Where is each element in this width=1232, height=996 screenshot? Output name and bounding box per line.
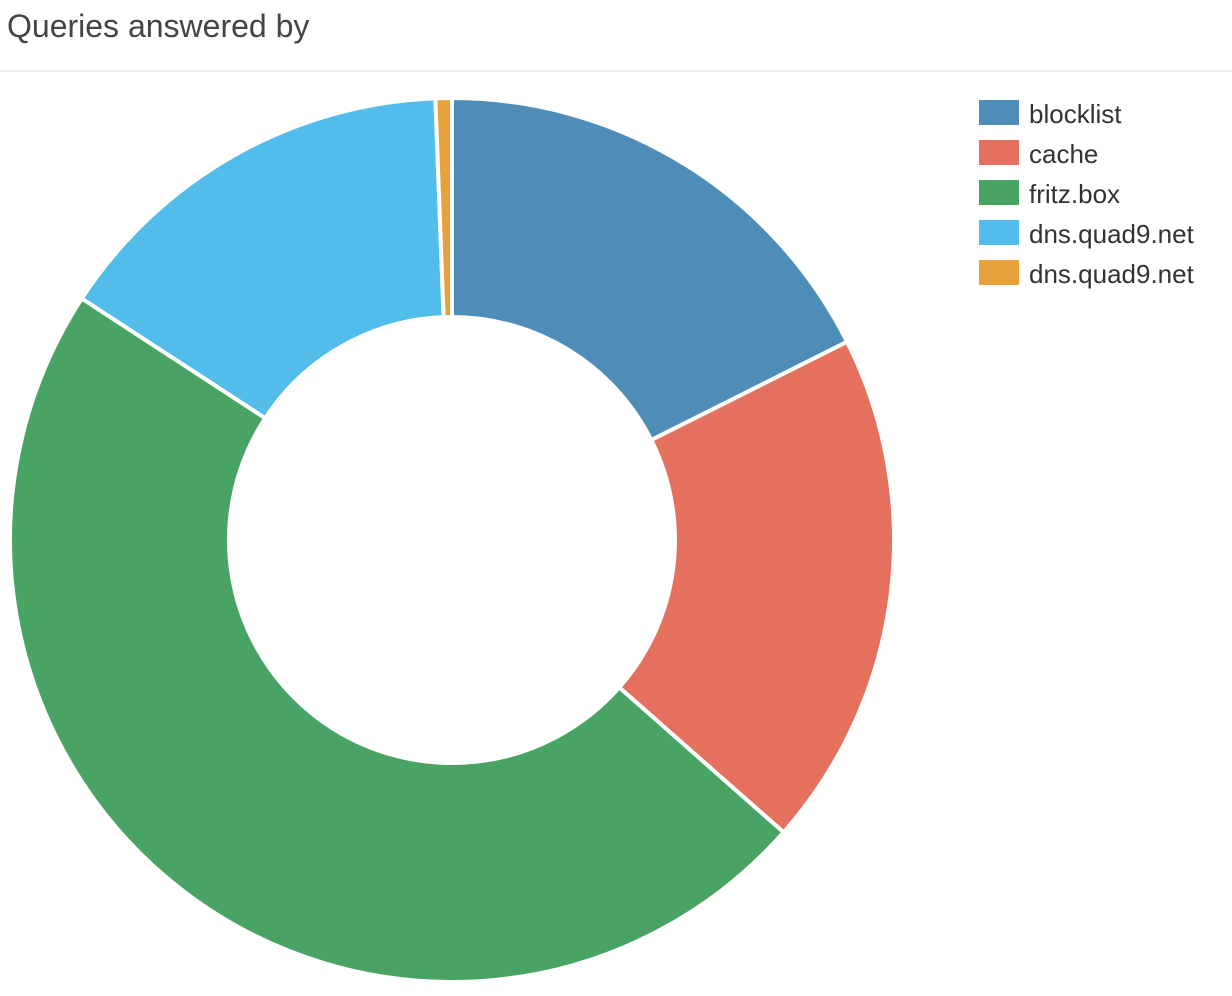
slice-4-dns-quad9-net[interactable] xyxy=(433,96,454,320)
panel-title: Queries answered by xyxy=(7,8,310,44)
legend-swatch xyxy=(979,220,1019,245)
legend-label: dns.quad9.net xyxy=(1029,259,1194,289)
legend-label: cache xyxy=(1029,139,1099,169)
legend-label: dns.quad9.net xyxy=(1029,219,1194,249)
slice-2-fritz-box[interactable] xyxy=(8,296,786,984)
legend-swatch xyxy=(979,260,1019,285)
slice-1-cache[interactable] xyxy=(617,339,896,835)
panel-header: Queries answered by xyxy=(0,0,1232,72)
slice-0-blocklist[interactable] xyxy=(450,96,850,443)
legend-swatch xyxy=(979,140,1019,165)
slice-3-dns-quad9-net[interactable] xyxy=(79,96,446,421)
legend-swatch xyxy=(979,100,1019,125)
legend-label: fritz.box xyxy=(1029,179,1121,209)
legend-label: blocklist xyxy=(1029,99,1122,129)
legend-swatch xyxy=(979,180,1019,205)
